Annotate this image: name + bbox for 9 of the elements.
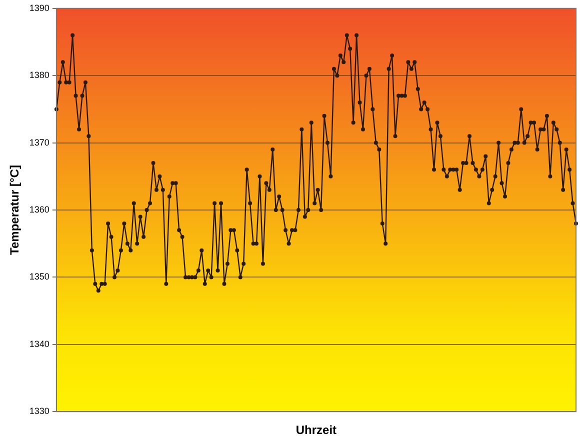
y-axis-title: Temperatur [°C] xyxy=(8,165,22,255)
y-tick-label: 1340 xyxy=(29,338,50,349)
y-tick-label: 1350 xyxy=(29,272,50,282)
y-tick-label: 1330 xyxy=(29,406,50,416)
y-tick-label: 1390 xyxy=(29,2,50,13)
x-axis-title: Uhrzeit xyxy=(296,423,337,438)
y-tick-label: 1360 xyxy=(29,204,50,214)
y-tick-label: 1380 xyxy=(29,70,50,80)
y-tick-label: 1370 xyxy=(29,137,50,148)
